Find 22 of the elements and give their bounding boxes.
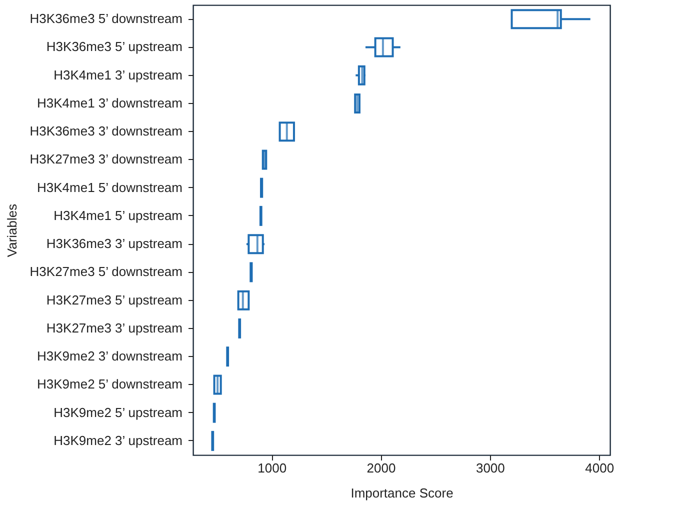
x-tick-label: 2000	[366, 460, 396, 476]
y-tick-label: H3K4me1 5’ upstream	[54, 208, 182, 223]
y-tick-label: H3K27me3 3’ downstream	[30, 152, 182, 167]
x-tick-label: 4000	[585, 460, 614, 476]
y-tick-label: H3K27me3 3’ upstream	[46, 320, 182, 336]
y-tick-label: H3K4me1 3’ downstream	[37, 95, 182, 110]
y-tick-label: H3K4me1 5’ downstream	[37, 180, 182, 195]
y-tick-label: H3K36me3 5’ downstream	[30, 11, 182, 26]
y-tick-label: H3K27me3 5’ upstream	[46, 292, 182, 308]
y-tick-label: H3K36me3 5’ upstream	[46, 39, 182, 54]
y-tick-label: H3K4me1 3’ upstream	[54, 67, 182, 82]
y-tick-label: H3K9me2 3’ downstream	[37, 348, 182, 364]
x-axis-title: Importance Score	[350, 486, 454, 500]
y-axis-title: Variables	[4, 203, 20, 258]
y-tick-label: H3K36me3 3’ upstream	[46, 236, 182, 252]
y-tick-label: H3K36me3 3’ downstream	[30, 124, 182, 139]
y-tick-label: H3K9me2 3’ upstream	[54, 432, 182, 448]
x-tick-label: 1000	[258, 460, 287, 476]
y-tick-label: H3K27me3 5’ downstream	[30, 264, 182, 280]
x-tick-label: 3000	[476, 460, 505, 476]
y-tick-label: H3K9me2 5’ upstream	[54, 404, 182, 420]
y-tick-label: H3K9me2 5’ downstream	[37, 376, 182, 392]
